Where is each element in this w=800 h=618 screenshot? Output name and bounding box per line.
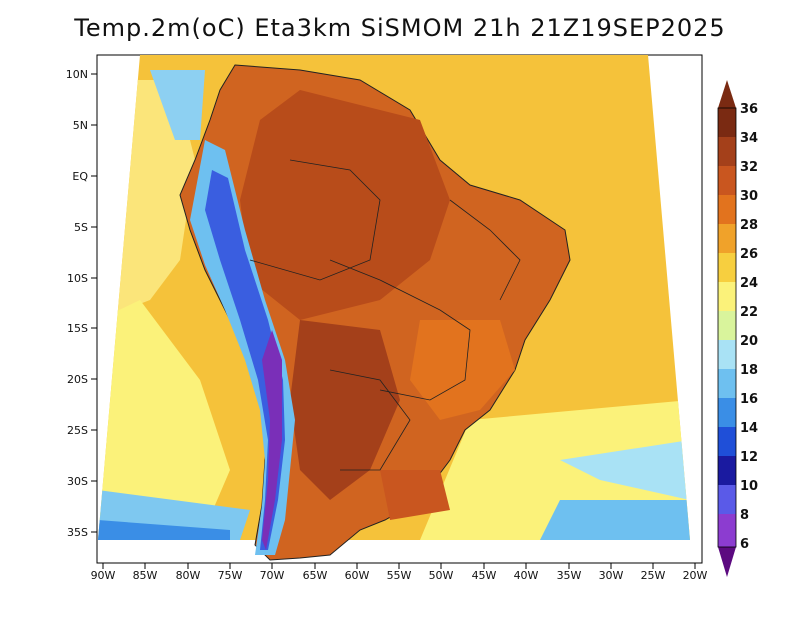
colorbar-segment [718,253,736,282]
amazon-hot-zone [240,90,450,320]
colorbar-segment [718,456,736,485]
lat-label: 20S [67,373,88,386]
lon-label: 75W [218,569,243,582]
colorbar-outline [717,107,737,548]
colorbar-label: 8 [740,508,749,523]
lon-label: 40W [514,569,539,582]
colorbar-segment [718,195,736,224]
lon-label: 90W [91,569,116,582]
colorbar-label: 16 [740,392,758,407]
colorbar: 36 34 32 30 28 26 24 22 20 18 16 14 12 1… [717,80,758,577]
colorbar-label: 32 [740,160,758,175]
lon-label: 30W [599,569,624,582]
pacific-cold-pool [150,70,205,140]
lon-label: 20W [683,569,708,582]
lon-label: 65W [303,569,328,582]
brazil-east-zone [410,320,515,420]
lat-label: 5S [74,221,88,234]
colorbar-label: 10 [740,479,758,494]
lon-label: 50W [429,569,454,582]
pacific-south-field [98,300,230,540]
longitude-axis: 90W 85W 80W 75W 70W 65W 60W 55W 50W 45W … [91,563,708,582]
lon-label: 35W [557,569,582,582]
colorbar-segment [718,427,736,456]
lon-label: 55W [387,569,412,582]
lat-label: 35S [67,526,88,539]
colorbar-segment [718,137,736,166]
atlantic-cool-pool [560,440,690,500]
colorbar-segment [718,224,736,253]
border-line-east [449,199,521,301]
colorbar-label: 22 [740,305,758,320]
map-title: Temp.2m(oC) Eta3km SiSMOM 21h 21Z19SEP20… [74,14,726,42]
lat-label: 5N [73,119,88,132]
lat-label: 15S [67,322,88,335]
colorbar-label: 24 [740,276,758,291]
colorbar-label: 20 [740,334,758,349]
lat-label: 10N [66,68,88,81]
colorbar-label: 26 [740,247,758,262]
colorbar-label: 28 [740,218,758,233]
colorbar-segment [718,166,736,195]
colorbar-segment [718,311,736,340]
colorbar-segment [718,340,736,369]
colorbar-label: 12 [740,450,758,465]
colorbar-label: 34 [740,131,758,146]
lon-label: 60W [345,569,370,582]
latitude-axis: 10N 5N EQ 5S 10S 15S 20S 25S 30S 35S [66,68,97,539]
colorbar-segment [718,398,736,427]
colorbar-segment [718,485,736,514]
lon-label: 45W [472,569,497,582]
lat-label: 10S [67,272,88,285]
southern-pacific-colder [98,520,230,540]
colorbar-segment [718,369,736,398]
colorbar-label: 6 [740,537,749,552]
lon-label: 80W [176,569,201,582]
andes-cold-band [205,170,285,550]
atlantic-cold-pool [540,500,690,540]
chaco-hot-zone [290,320,400,500]
colorbar-top-arrow [718,80,736,108]
colorbar-label: 18 [740,363,758,378]
border-line-central [329,259,471,401]
colorbar-bottom-arrow [718,547,736,577]
lat-label: 25S [67,424,88,437]
colorbar-label: 14 [740,421,758,436]
lon-label: 85W [133,569,158,582]
border-line-south [329,369,411,471]
colorbar-segment [718,514,736,547]
lat-label: 30S [67,475,88,488]
andes-coldest-band [262,330,282,550]
lon-label: 25W [641,569,666,582]
colorbar-segment [718,108,736,137]
border-line-north [249,159,381,281]
lat-label: EQ [72,170,88,183]
uruguay-zone [380,470,450,520]
colorbar-label: 36 [740,102,758,117]
lon-label: 70W [260,569,285,582]
colorbar-segment [718,282,736,311]
colorbar-label: 30 [740,189,758,204]
